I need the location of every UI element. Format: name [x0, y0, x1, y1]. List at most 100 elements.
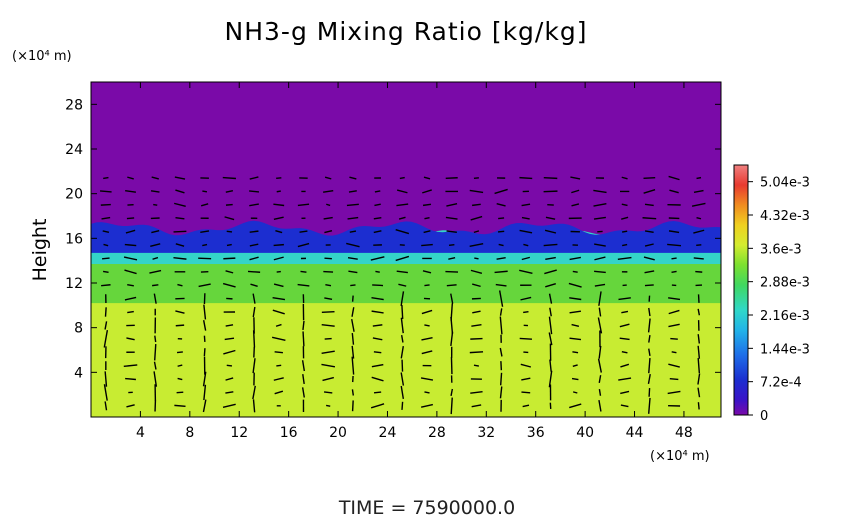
wind-vector [471, 323, 482, 327]
wind-vector [252, 306, 256, 318]
wind-vector [226, 243, 232, 247]
wind-vector [450, 397, 453, 415]
wind-vector [570, 176, 581, 180]
wind-vector [469, 243, 484, 248]
wind-vector [276, 364, 282, 367]
wind-vector [154, 343, 157, 361]
wind-vector [223, 257, 236, 260]
wind-vector [421, 350, 433, 355]
wind-vector [621, 203, 628, 207]
wind-vector [545, 216, 556, 220]
wind-vector [473, 177, 479, 179]
wind-vector [124, 243, 137, 247]
wind-vector [123, 364, 138, 368]
wind-vector [644, 203, 654, 207]
wind-vector [549, 359, 552, 372]
wind-vector [225, 377, 234, 381]
wind-vector [697, 373, 701, 385]
wind-vector [424, 284, 430, 287]
wind-vector [301, 360, 306, 372]
wind-vector [127, 176, 134, 180]
wind-vector [420, 377, 434, 381]
wind-vector [302, 331, 305, 347]
wind-vector [543, 177, 558, 180]
wind-vector [697, 357, 701, 374]
wind-vector [693, 229, 705, 234]
wind-vector [620, 390, 630, 395]
wind-vector [519, 337, 533, 340]
wind-vector [223, 349, 236, 355]
wind-vector [326, 203, 331, 207]
wind-vector [421, 309, 433, 315]
wind-vector [374, 190, 381, 193]
wind-vector [448, 244, 455, 247]
wind-vector [401, 305, 404, 320]
plot-frame [90, 81, 722, 418]
y-tick-label: 16 [65, 231, 83, 247]
wind-vector [621, 310, 629, 314]
wind-vector [225, 270, 234, 274]
wind-vector [423, 176, 431, 180]
wind-vector [321, 311, 335, 314]
wind-vector [373, 351, 382, 354]
plot-area [91, 82, 721, 417]
wind-vector [153, 371, 158, 387]
wind-vector [470, 337, 483, 340]
wind-vector [472, 310, 481, 314]
wind-vector [321, 363, 336, 368]
wind-vector [249, 230, 259, 233]
x-tick-label: 12 [230, 425, 248, 441]
wind-vector [669, 377, 679, 381]
wind-vector [549, 307, 552, 317]
wind-vector [175, 243, 185, 247]
x-tick-label: 8 [185, 425, 194, 441]
x-tick-label: 4 [136, 425, 145, 441]
wind-vector [521, 256, 531, 261]
wind-vector [126, 404, 135, 408]
wind-vector [272, 297, 286, 301]
wind-vector [643, 189, 656, 194]
wind-vector [446, 202, 458, 207]
wind-vector [669, 189, 679, 194]
wind-vector [153, 293, 157, 304]
wind-vector [572, 364, 578, 368]
wind-vector [177, 283, 183, 287]
field-transition-blue [91, 220, 721, 253]
wind-vector [104, 371, 108, 387]
colorbar-tick-label: 1.44e-3 [760, 342, 810, 357]
wind-vector [395, 255, 410, 262]
colorbar-ticks: 5.04e-3 4.32e-3 3.6e-3 2.88e-3 2.16e-3 1.44e-… [748, 176, 810, 424]
wind-vector [203, 348, 206, 357]
wind-vector [226, 230, 233, 233]
wind-vector [370, 256, 385, 261]
wind-vector [548, 370, 553, 388]
wind-vector [523, 310, 529, 314]
wind-vector [470, 269, 483, 274]
wind-vector [648, 334, 651, 343]
wind-vector [273, 243, 284, 247]
colorbar-tick-label: 5.04e-3 [760, 176, 810, 191]
wind-vector [598, 400, 602, 412]
wind-vector [621, 350, 628, 354]
wind-vector [569, 256, 581, 261]
wind-vector [173, 230, 187, 233]
wind-vector [224, 216, 235, 221]
wind-vector [521, 391, 531, 394]
wind-vector [351, 345, 355, 359]
wind-vector [499, 347, 503, 357]
wind-vector [499, 386, 503, 399]
wind-vector [598, 388, 602, 396]
wind-vector [275, 230, 283, 234]
wind-vector [620, 363, 630, 368]
wind-vector [125, 229, 136, 234]
wind-vector [494, 270, 508, 274]
wind-vector [400, 346, 404, 359]
wind-vector [324, 257, 332, 260]
wind-vector [469, 189, 484, 194]
wind-vector [420, 403, 434, 408]
wind-vector [225, 190, 234, 193]
wind-vector [697, 334, 701, 344]
wind-vector [348, 190, 357, 193]
wind-vector [301, 387, 305, 398]
wind-vector [346, 242, 360, 248]
